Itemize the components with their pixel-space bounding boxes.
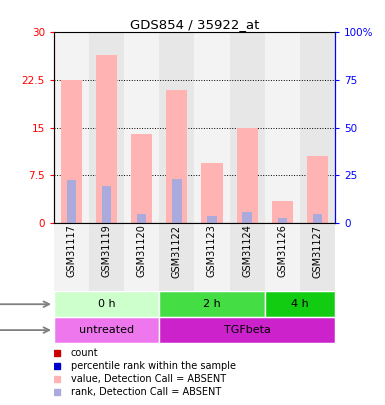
Bar (89, 223, 124, 291)
Bar (307, 156, 328, 223)
Bar (124, 223, 159, 291)
Text: count: count (71, 348, 99, 358)
Text: value, Detection Call = ABSENT: value, Detection Call = ABSENT (71, 374, 226, 384)
Text: untreated: untreated (79, 325, 134, 335)
Text: TGFbeta: TGFbeta (224, 325, 271, 335)
Text: GSM31123: GSM31123 (207, 224, 217, 277)
Text: 4 h: 4 h (291, 299, 309, 309)
Bar (102, 186, 111, 223)
Bar (265, 291, 335, 317)
Bar (124, 32, 159, 223)
Text: percentile rank within the sample: percentile rank within the sample (71, 361, 236, 371)
Bar (131, 134, 152, 223)
Bar (229, 32, 265, 223)
Bar (278, 218, 287, 223)
Text: GSM31120: GSM31120 (137, 224, 147, 277)
Bar (313, 213, 322, 223)
Bar (172, 179, 182, 223)
Bar (229, 223, 265, 291)
Title: GDS854 / 35922_at: GDS854 / 35922_at (130, 18, 259, 31)
Bar (201, 163, 223, 223)
Text: GSM31117: GSM31117 (67, 224, 77, 277)
Bar (159, 32, 194, 223)
Bar (194, 32, 229, 223)
Text: GSM31127: GSM31127 (312, 224, 322, 277)
Bar (159, 291, 265, 317)
Bar (264, 32, 300, 223)
Bar (194, 223, 229, 291)
Bar (54, 223, 89, 291)
Bar (159, 223, 194, 291)
Bar (159, 317, 335, 343)
Text: GSM31124: GSM31124 (242, 224, 252, 277)
Text: GSM31122: GSM31122 (172, 224, 182, 277)
Bar (264, 223, 300, 291)
Bar (300, 32, 335, 223)
Bar (137, 213, 146, 223)
Bar (272, 201, 293, 223)
Text: 2 h: 2 h (203, 299, 221, 309)
Bar (61, 80, 82, 223)
Bar (54, 32, 89, 223)
Bar (166, 90, 187, 223)
Bar (236, 128, 258, 223)
Bar (54, 291, 159, 317)
Text: GSM31126: GSM31126 (277, 224, 287, 277)
Bar (67, 180, 76, 223)
Text: rank, Detection Call = ABSENT: rank, Detection Call = ABSENT (71, 387, 221, 396)
Bar (243, 212, 252, 223)
Text: 0 h: 0 h (98, 299, 116, 309)
Bar (96, 55, 117, 223)
Bar (300, 223, 335, 291)
Text: GSM31119: GSM31119 (102, 224, 112, 277)
Bar (54, 317, 159, 343)
Bar (89, 32, 124, 223)
Bar (207, 215, 217, 223)
